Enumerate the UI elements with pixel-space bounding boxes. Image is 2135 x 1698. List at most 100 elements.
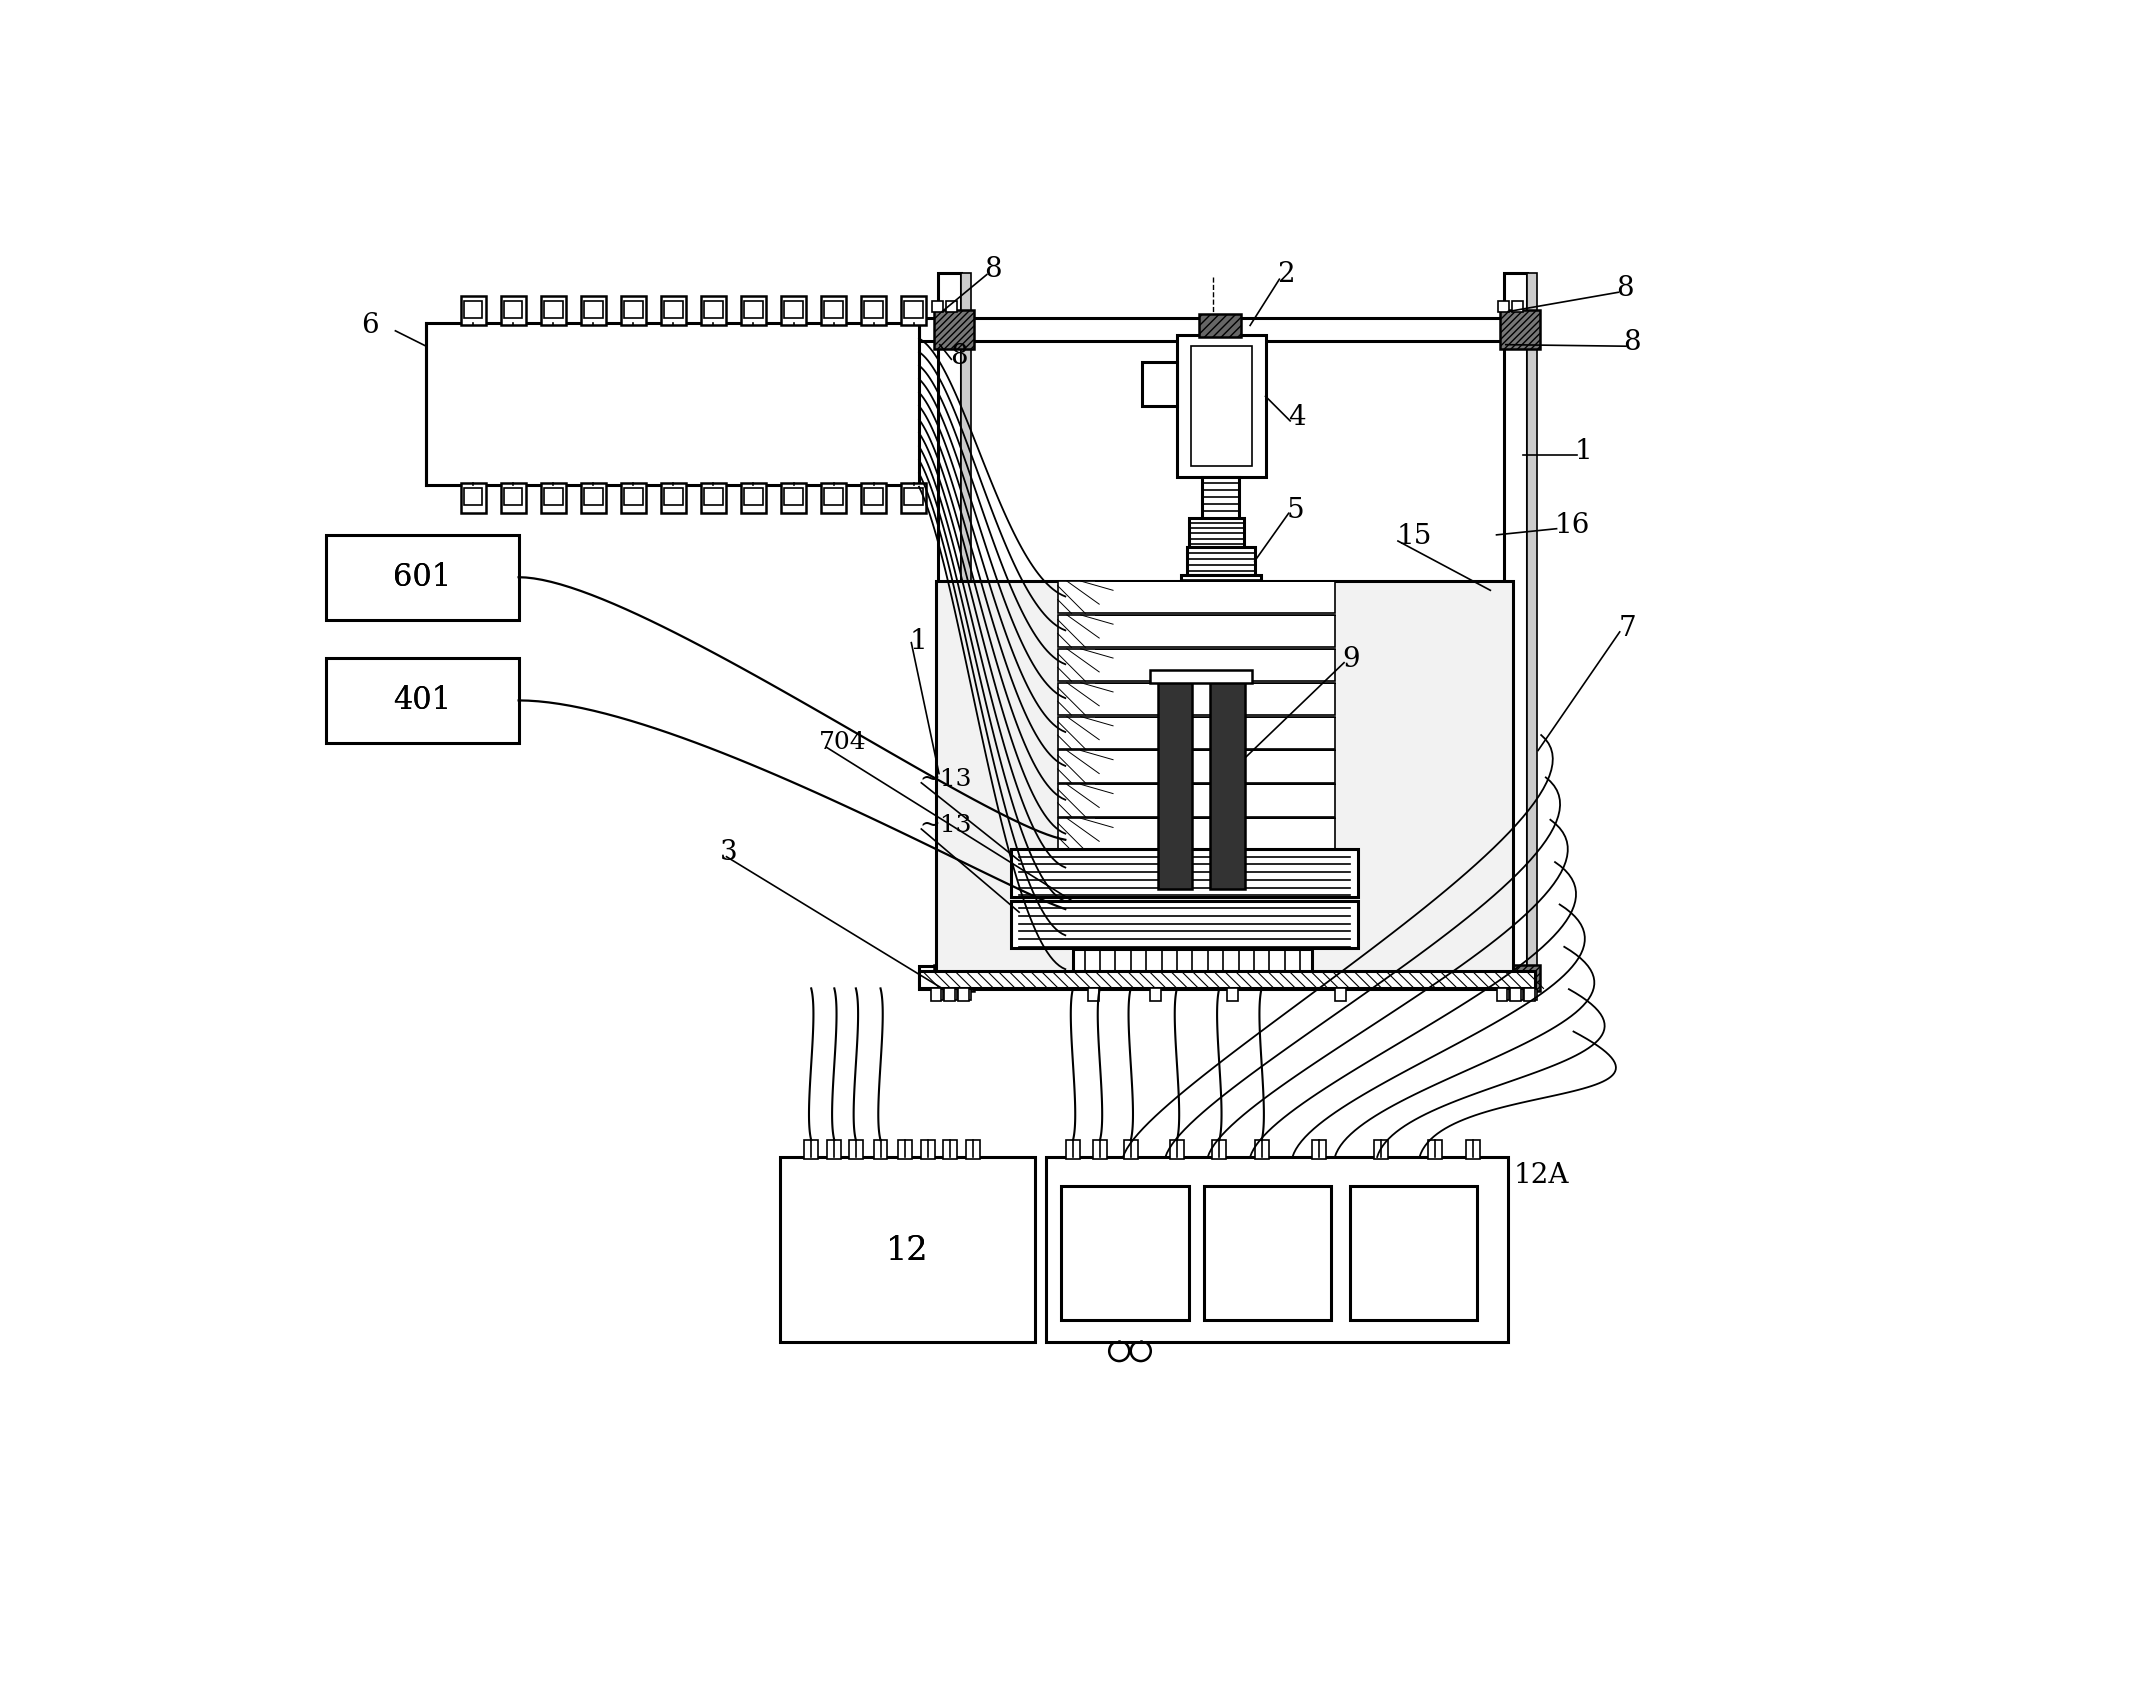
- Text: 1: 1: [910, 628, 927, 655]
- Bar: [741, 484, 766, 513]
- Bar: [745, 487, 762, 504]
- Bar: [1170, 1139, 1185, 1158]
- Bar: [1524, 988, 1535, 1000]
- Text: 5: 5: [1287, 498, 1304, 523]
- Bar: [918, 971, 1535, 988]
- Bar: [931, 988, 942, 1000]
- Bar: [1057, 615, 1334, 647]
- Bar: [504, 301, 523, 318]
- Text: 1: 1: [1576, 438, 1593, 465]
- Bar: [1057, 683, 1334, 715]
- Bar: [935, 964, 974, 990]
- Bar: [621, 295, 645, 326]
- Text: 8: 8: [950, 343, 967, 370]
- Text: ~13: ~13: [918, 767, 971, 791]
- Bar: [944, 1139, 956, 1158]
- Bar: [1349, 1185, 1477, 1321]
- Text: 8: 8: [984, 256, 1001, 282]
- Bar: [860, 484, 886, 513]
- Bar: [865, 301, 884, 318]
- Bar: [1181, 576, 1262, 596]
- Bar: [822, 484, 845, 513]
- Bar: [860, 295, 886, 326]
- Bar: [873, 1139, 888, 1158]
- Bar: [822, 295, 845, 326]
- Bar: [540, 295, 566, 326]
- Bar: [581, 295, 606, 326]
- Text: 12: 12: [886, 1234, 929, 1267]
- Bar: [540, 484, 566, 513]
- Bar: [623, 487, 643, 504]
- Bar: [959, 988, 969, 1000]
- Bar: [918, 318, 1535, 341]
- Bar: [664, 301, 683, 318]
- Bar: [935, 581, 1514, 973]
- Bar: [781, 295, 805, 326]
- Bar: [961, 273, 971, 978]
- Bar: [1093, 1139, 1106, 1158]
- Bar: [1228, 988, 1238, 1000]
- Bar: [1191, 346, 1251, 465]
- Bar: [1057, 581, 1334, 613]
- Text: 9: 9: [1343, 647, 1360, 672]
- Bar: [824, 487, 843, 504]
- Text: 3: 3: [719, 839, 739, 866]
- Text: 12: 12: [886, 1234, 929, 1267]
- Text: 2: 2: [1277, 261, 1294, 289]
- Bar: [623, 301, 643, 318]
- Bar: [1505, 273, 1527, 978]
- Bar: [581, 484, 606, 513]
- Bar: [1057, 751, 1334, 783]
- Bar: [1202, 477, 1238, 520]
- Bar: [918, 966, 1535, 990]
- Bar: [965, 1139, 980, 1158]
- Bar: [705, 487, 722, 504]
- Bar: [327, 535, 519, 620]
- Bar: [1527, 990, 1537, 1000]
- Bar: [933, 990, 944, 1000]
- Text: 601: 601: [393, 562, 450, 593]
- Bar: [946, 990, 956, 1000]
- Bar: [1065, 1139, 1080, 1158]
- Bar: [1012, 849, 1358, 897]
- Bar: [700, 295, 726, 326]
- Bar: [1057, 784, 1334, 817]
- Bar: [781, 1156, 1035, 1341]
- Bar: [1057, 649, 1334, 681]
- Bar: [1089, 988, 1100, 1000]
- Text: 12A: 12A: [1514, 1161, 1569, 1189]
- Bar: [1213, 1139, 1225, 1158]
- Bar: [935, 311, 974, 348]
- Bar: [944, 988, 954, 1000]
- Bar: [805, 1139, 818, 1158]
- Bar: [1151, 669, 1253, 684]
- Bar: [621, 484, 645, 513]
- Bar: [1512, 301, 1522, 311]
- Text: 15: 15: [1396, 523, 1433, 550]
- Bar: [781, 484, 805, 513]
- Bar: [1061, 1185, 1189, 1321]
- Bar: [1204, 1185, 1330, 1321]
- Bar: [662, 295, 685, 326]
- Bar: [961, 990, 971, 1000]
- Bar: [700, 484, 726, 513]
- Bar: [1157, 681, 1191, 890]
- Bar: [427, 323, 918, 486]
- Bar: [1501, 964, 1539, 990]
- Bar: [1497, 988, 1507, 1000]
- Bar: [1499, 990, 1509, 1000]
- Bar: [1057, 852, 1334, 885]
- Bar: [824, 301, 843, 318]
- Bar: [1151, 988, 1161, 1000]
- Bar: [1512, 990, 1522, 1000]
- Bar: [463, 487, 483, 504]
- Bar: [1057, 717, 1334, 749]
- Bar: [502, 484, 525, 513]
- Bar: [662, 484, 685, 513]
- Text: 8: 8: [1623, 329, 1642, 357]
- Bar: [901, 484, 927, 513]
- Bar: [741, 295, 766, 326]
- Bar: [784, 487, 803, 504]
- Bar: [745, 301, 762, 318]
- Bar: [937, 273, 961, 978]
